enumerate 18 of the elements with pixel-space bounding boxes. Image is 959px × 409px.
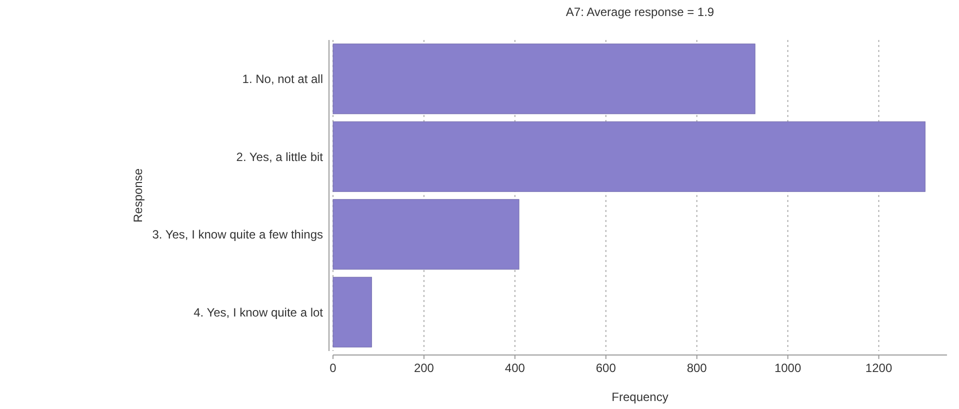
y-tick-label: 4. Yes, I know quite a lot	[194, 305, 324, 320]
x-axis-title: Frequency	[612, 390, 668, 404]
x-tick-label: 400	[504, 361, 526, 375]
bar	[332, 121, 926, 192]
y-tick-label: 1. No, not at all	[242, 72, 323, 86]
chart-title: A7: Average response = 1.9	[566, 5, 714, 19]
x-tick-label: 1200	[865, 361, 892, 375]
y-tick-label: 3. Yes, I know quite a few things	[152, 228, 323, 242]
y-tick-label: 2. Yes, a little bit	[236, 150, 324, 164]
y-axis-title: Response	[131, 168, 146, 223]
bar	[332, 44, 756, 114]
x-tick-label: 600	[596, 361, 616, 375]
x-tick-label: 1000	[774, 361, 802, 375]
x-tick-label: 200	[414, 361, 434, 375]
bar	[332, 199, 520, 270]
bar	[332, 276, 372, 348]
x-tick-label: 0	[330, 361, 337, 375]
x-tick-label: 800	[686, 361, 708, 375]
